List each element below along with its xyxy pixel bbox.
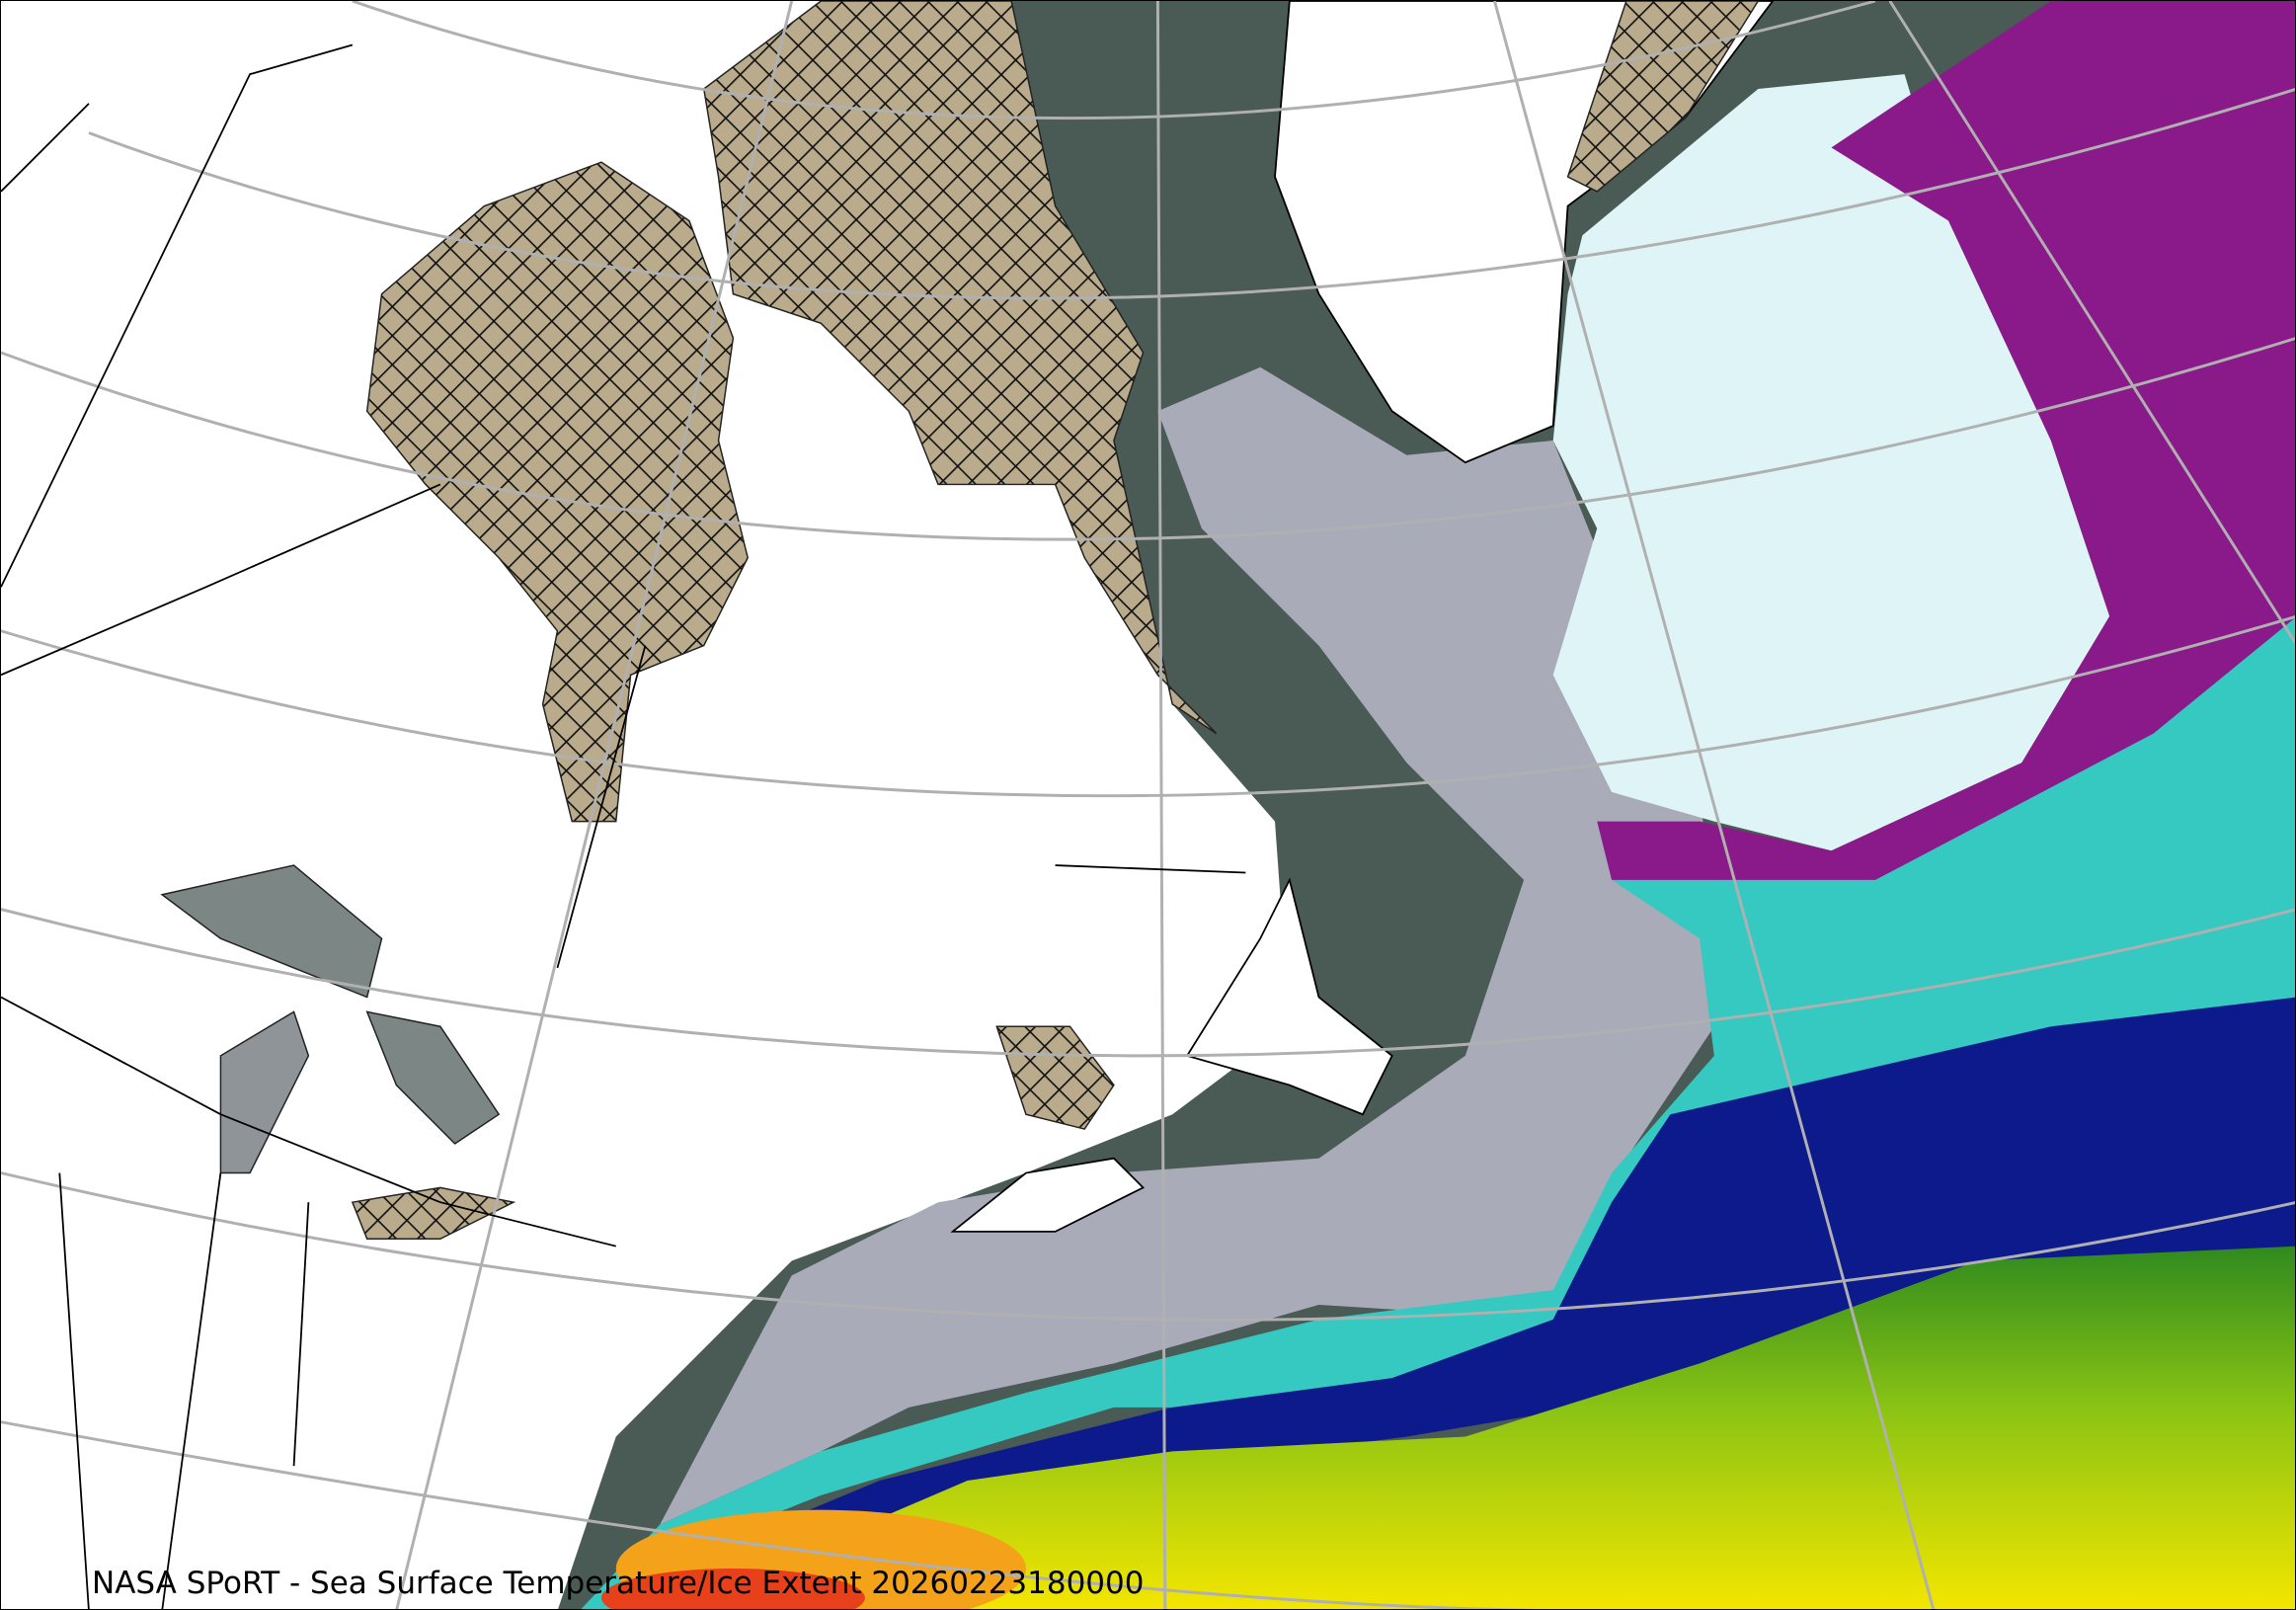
parallel-line — [1, 1171, 2295, 1322]
meridian-line — [1155, 1, 1167, 1609]
teal-water — [581, 617, 2295, 1609]
foxe-baffin-ice — [702, 1, 1218, 735]
boundary-line — [1, 996, 616, 1609]
nova-scotia — [950, 1157, 1146, 1233]
boundary-line — [556, 645, 1246, 969]
lake-erie-ontario — [351, 1186, 516, 1241]
lake-huron — [365, 1010, 501, 1145]
political-boundaries — [1, 43, 1246, 1609]
ice-extent — [160, 1, 1760, 1241]
boundary-line — [1, 43, 354, 588]
navy-water — [618, 997, 2295, 1609]
cool-water — [660, 366, 1714, 1525]
parallel-line — [1, 614, 2295, 798]
parallel-line — [1, 1420, 1543, 1609]
parallel-line — [1, 337, 2295, 541]
map-caption: NASA SPoRT - Sea Surface Temperature/Ice… — [92, 1566, 1145, 1601]
parallel-line — [88, 88, 2295, 300]
greenland-coast-ice — [1566, 1, 1760, 193]
purple-water — [1597, 1, 2295, 910]
hudson-bay-ice — [365, 161, 750, 823]
parallel-line — [352, 1, 1876, 121]
meridian-line — [1888, 1, 2295, 646]
great-lakes — [160, 864, 383, 999]
lake-michigan — [219, 1010, 310, 1174]
boundary-line — [1, 483, 441, 677]
meridian-line — [395, 1, 794, 1609]
near-freezing-water — [1552, 74, 2110, 851]
meridian-line — [1493, 1, 1936, 1609]
warm-water — [678, 1246, 2295, 1609]
parallel-line — [1, 908, 2295, 1058]
gulf-stream-hot — [600, 1568, 865, 1609]
gulf-st-lawrence-ice — [995, 1025, 1115, 1130]
